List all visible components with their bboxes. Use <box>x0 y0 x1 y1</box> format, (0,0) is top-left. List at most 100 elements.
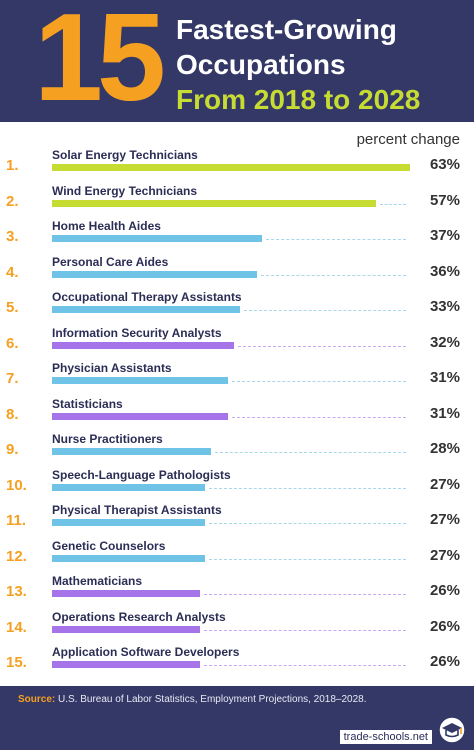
rank-label: 6. <box>6 334 19 352</box>
category-label: Solar Energy Technicians <box>52 148 198 162</box>
value-label: 36% <box>429 262 460 280</box>
title-line-3: From 2018 to 2028 <box>176 84 421 115</box>
value-label: 27% <box>429 511 460 528</box>
value-label: 57% <box>429 191 460 209</box>
source-note: Source: U.S. Bureau of Labor Statistics,… <box>18 694 367 705</box>
value-label: 63% <box>429 156 460 173</box>
bar-mark <box>52 661 200 668</box>
chart-row: 12. Genetic Counselors 27% <box>0 539 474 574</box>
logo-icon <box>438 716 466 744</box>
leader-line <box>204 665 406 666</box>
rank-label: 3. <box>6 228 19 245</box>
leader-line <box>232 381 406 382</box>
bar-mark <box>52 554 205 562</box>
value-label: 27% <box>429 475 460 493</box>
big-number: 15 <box>34 0 166 127</box>
bar-mark <box>52 235 262 242</box>
rank-label: 8. <box>6 405 19 423</box>
chart-row: 8. Statisticians 31% <box>0 397 474 432</box>
bar-mark <box>52 412 228 420</box>
category-label: Personal Care Aides <box>52 254 169 269</box>
bar-mark <box>52 306 240 313</box>
rank-label: 13. <box>6 583 27 600</box>
category-label: Speech-Language Pathologists <box>52 467 231 482</box>
rank-label: 10. <box>6 476 27 494</box>
chart-row: 1. Solar Energy Technicians 63% <box>0 148 474 183</box>
leader-line <box>261 274 406 276</box>
category-label: Physician Assistants <box>52 361 172 375</box>
bar-mark <box>52 625 200 633</box>
category-label: Nurse Practitioners <box>52 432 163 446</box>
rank-label: 2. <box>6 192 19 210</box>
bar-mark <box>52 377 228 384</box>
rank-label: 14. <box>6 618 27 636</box>
bar-mark <box>52 590 200 597</box>
chart-row: 15. Application Software Developers 26% <box>0 645 474 680</box>
bar-mark <box>52 519 205 526</box>
bar-mark <box>52 483 205 491</box>
rank-label: 9. <box>6 441 19 458</box>
category-label: Application Software Developers <box>52 645 240 659</box>
category-label: Statisticians <box>52 396 123 411</box>
value-label: 26% <box>429 617 460 635</box>
value-label: 37% <box>429 227 460 244</box>
value-label: 33% <box>429 298 460 315</box>
chart-row: 5. Occupational Therapy Assistants 33% <box>0 290 474 325</box>
category-label: Wind Energy Technicians <box>52 183 198 198</box>
unit-label: percent change <box>356 131 460 148</box>
leader-line <box>266 239 406 240</box>
leader-line <box>209 523 406 524</box>
rank-label: 4. <box>6 263 19 281</box>
value-label: 31% <box>429 404 460 422</box>
chart-row: 6. Information Security Analysts 32% <box>0 326 474 361</box>
leader-line <box>232 416 406 418</box>
value-label: 31% <box>429 369 460 386</box>
chart-row: 2. Wind Energy Technicians 57% <box>0 184 474 219</box>
bar-mark <box>52 199 376 207</box>
leader-line <box>244 310 406 311</box>
chart-row: 4. Personal Care Aides 36% <box>0 255 474 290</box>
title-line-1: Fastest-Growing <box>176 14 397 45</box>
category-label: Home Health Aides <box>52 219 161 233</box>
chart-row: 7. Physician Assistants 31% <box>0 361 474 396</box>
value-label: 32% <box>429 333 460 351</box>
site-link[interactable]: trade-schools.net <box>339 730 432 744</box>
category-label: Mathematicians <box>52 574 143 588</box>
rank-label: 11. <box>6 512 27 529</box>
value-label: 26% <box>429 653 460 670</box>
leader-line <box>209 487 406 489</box>
chart-row: 9. Nurse Practitioners 28% <box>0 432 474 467</box>
bar-mark <box>52 341 234 349</box>
bar-mark <box>52 448 211 455</box>
rank-label: 5. <box>6 299 19 316</box>
chart-row: 10. Speech-Language Pathologists 27% <box>0 468 474 503</box>
chart-row: 11. Physical Therapist Assistants 27% <box>0 503 474 538</box>
value-label: 27% <box>429 546 460 564</box>
bar-mark <box>52 270 257 278</box>
leader-line <box>204 629 406 631</box>
value-label: 26% <box>429 582 460 599</box>
rank-label: 1. <box>6 157 19 174</box>
source-key: Source: <box>18 694 56 705</box>
bar-mark <box>52 164 410 171</box>
leader-line <box>238 345 406 347</box>
source-text: U.S. Bureau of Labor Statistics, Employm… <box>58 694 367 705</box>
chart-row: 14. Operations Research Analysts 26% <box>0 610 474 645</box>
leader-line <box>204 594 406 595</box>
leader-line <box>209 558 406 560</box>
chart-row: 13. Mathematicians 26% <box>0 574 474 609</box>
leader-line <box>380 203 406 205</box>
value-label: 28% <box>429 440 460 457</box>
header-banner: 15 Fastest-Growing Occupations From 2018… <box>0 0 474 122</box>
chart-row: 3. Home Health Aides 37% <box>0 219 474 254</box>
leader-line <box>215 452 406 453</box>
category-label: Genetic Counselors <box>52 538 166 553</box>
rank-label: 15. <box>6 654 27 671</box>
category-label: Information Security Analysts <box>52 325 222 340</box>
category-label: Operations Research Analysts <box>52 609 226 624</box>
rank-label: 7. <box>6 370 19 387</box>
rank-label: 12. <box>6 547 27 565</box>
category-label: Physical Therapist Assistants <box>52 503 222 517</box>
category-label: Occupational Therapy Assistants <box>52 290 242 304</box>
